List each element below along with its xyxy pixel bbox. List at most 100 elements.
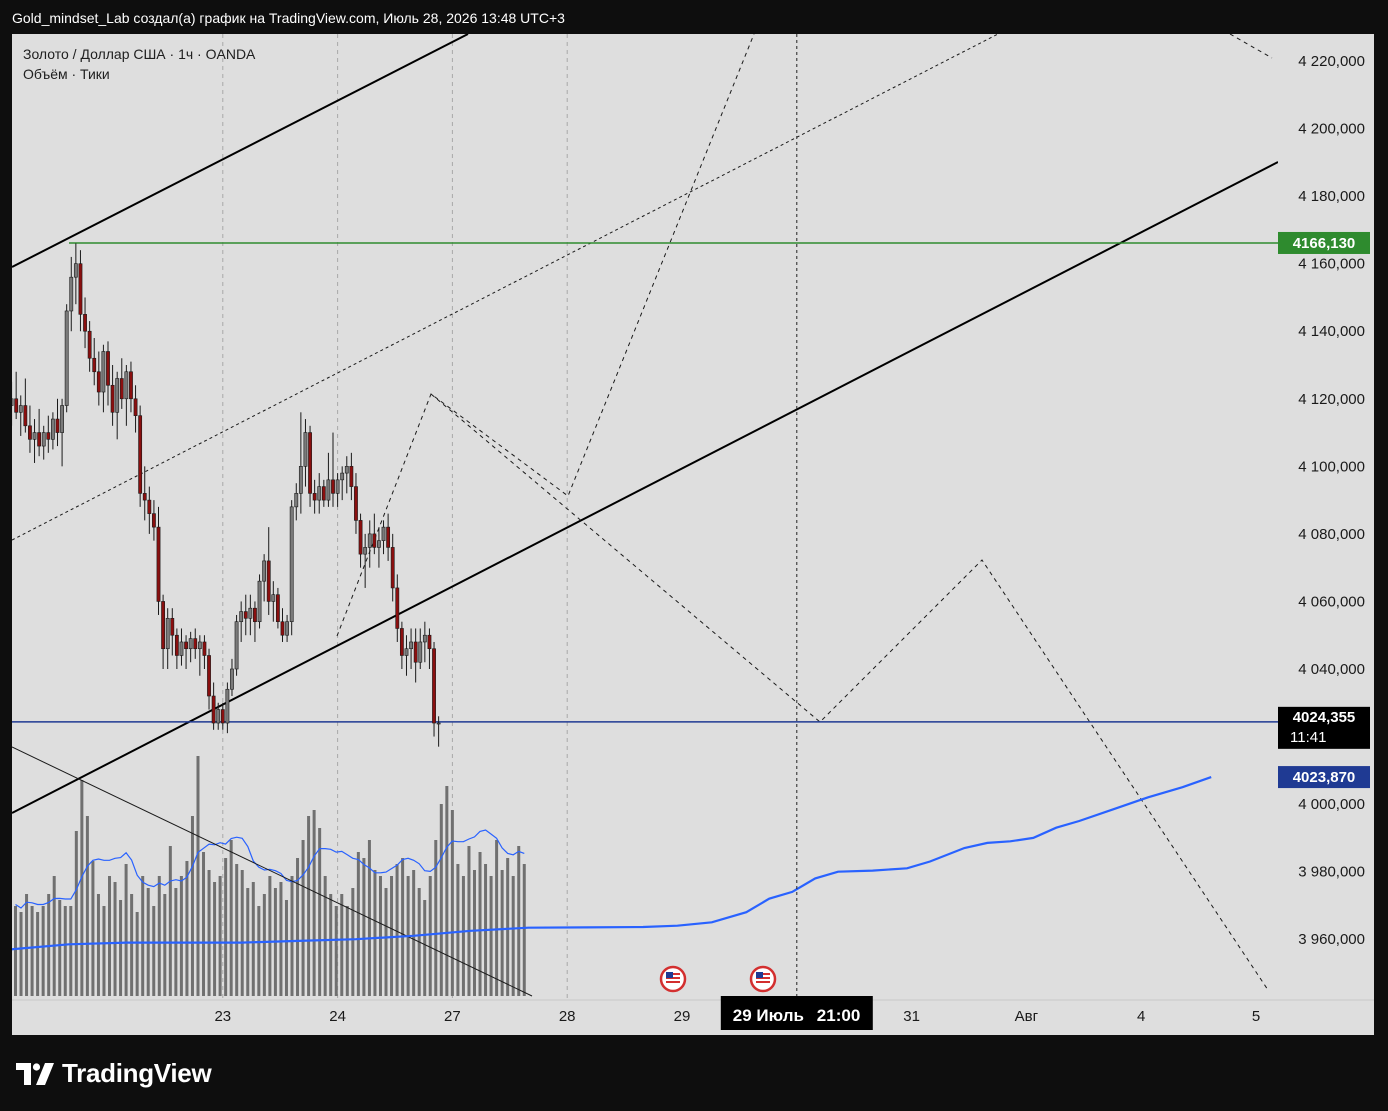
candle [152,500,156,541]
candle-body [96,371,101,393]
time-tick-label: 27 [444,1008,461,1025]
volume-bar [345,906,349,996]
chart-legend[interactable]: Золото / Доллар США · 1ч · OANDA Объём ·… [23,44,255,84]
tradingview-logo[interactable]: TradingView [16,1058,212,1089]
volume-bar [428,876,432,996]
candle [202,635,207,669]
candle [262,554,267,602]
candle-body [152,513,156,528]
candle-body [129,371,133,400]
channel-lower-line[interactable] [12,161,1279,814]
volume-bar [130,894,134,996]
volume-bar [262,894,266,996]
volume-bar [85,816,89,996]
candle [46,415,51,453]
candle-body [280,621,285,636]
candle [349,452,354,501]
candle [422,621,427,663]
candle-body [294,493,299,508]
candle [243,594,248,636]
candle [78,250,83,332]
volume-bar [378,876,382,996]
candle [390,533,395,602]
price-chart[interactable]: 3 960,000 3 980,000 4 000,000 4 040,000 4 06… [12,34,1374,1035]
candle [37,408,42,457]
candle [207,648,211,710]
candle-body [298,466,303,494]
price-axis[interactable]: 3 960,000 3 980,000 4 000,000 4 040,000 4 06… [1298,53,1365,948]
candle-body [211,695,216,724]
tradingview-brand-text: TradingView [62,1058,212,1088]
volume-bar [472,870,476,996]
candle-body [285,621,289,636]
candle-body [142,493,147,501]
channel-upper-line[interactable] [12,34,469,268]
candle-body [161,601,166,650]
resistance-price-text: 4166,130 [1293,235,1356,252]
candle [239,601,244,642]
price-tick-label: 4 160,000 [1298,256,1365,273]
candle [372,513,377,555]
volume-bar [517,846,521,996]
volume-legend[interactable]: Объём · Тики [23,66,110,82]
candle [436,716,441,747]
candle-body [436,722,441,725]
volume-bar [58,900,62,996]
candle-body [41,432,46,447]
volume-bar [495,840,499,996]
projection-zigzag-lower[interactable] [430,393,1269,991]
volume-moving-average [15,829,525,909]
candle [427,628,432,669]
volume-bar [196,756,200,996]
candle [101,344,106,413]
candle [367,520,372,568]
candle-body [331,479,335,494]
candle-body [101,351,106,393]
candle [317,473,322,514]
candle-body [367,533,372,548]
channel-mid-dotted-line[interactable] [12,34,999,541]
candle-body [312,493,317,501]
trend-drawings[interactable] [12,34,1279,997]
candle-body [248,607,253,619]
candle [188,631,193,663]
time-axis[interactable]: 23 24 27 28 29 31 Авг 4 5 [214,1008,1260,1025]
candle [41,425,46,460]
candle-body [326,479,331,501]
candle-body [14,398,19,413]
us-flag-event-icon[interactable] [749,965,777,993]
candle-body [216,709,221,724]
volume-bar [229,840,233,996]
candle [87,321,92,372]
candle-body [119,378,124,400]
time-tick-label: Авг [1015,1008,1039,1025]
volume-bar [384,888,388,996]
projection-top-right-line[interactable] [1229,34,1273,59]
symbol-legend[interactable]: Золото / Доллар США · 1ч · OANDA [23,46,256,62]
candle [225,682,230,734]
candle-body [110,384,115,413]
candle [60,398,64,467]
volume-bar [401,858,405,996]
descending-trend-line[interactable] [12,746,533,997]
volume-bar [91,861,95,996]
us-flag-event-icon[interactable] [659,965,687,993]
projection-zigzag-upper[interactable] [336,34,755,637]
candle [211,682,216,730]
volume-bar [290,876,294,996]
candle [220,702,225,730]
candle [308,425,312,507]
candle [197,635,202,676]
price-tick-label: 4 140,000 [1298,323,1365,340]
candle [381,520,386,555]
candle [271,581,276,622]
volume-bar [202,852,206,996]
price-axis-background[interactable] [1278,34,1374,1000]
candle [363,533,368,588]
candle-body [372,533,377,548]
candle-body [156,526,161,602]
volume-bar [340,894,344,996]
economic-events[interactable] [659,965,777,993]
candlesticks [12,243,441,747]
chart-frame[interactable]: 3 960,000 3 980,000 4 000,000 4 040,000 4 06… [12,34,1374,1035]
